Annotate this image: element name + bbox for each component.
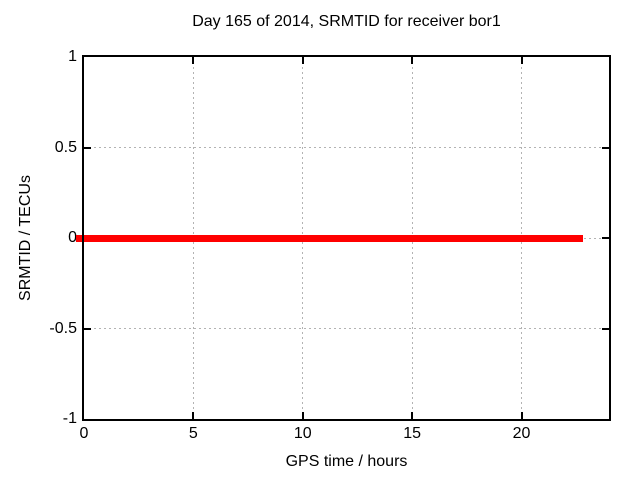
y-tick-left [84, 146, 91, 149]
y-tick-right [602, 327, 609, 330]
x-tick-label: 0 [79, 425, 89, 442]
x-tick-bottom [520, 412, 523, 419]
series-line [76, 234, 583, 242]
x-tick-label: 5 [188, 425, 198, 442]
y-tick-left [84, 327, 91, 330]
x-tick-top [520, 57, 523, 64]
x-tick-bottom [192, 412, 195, 419]
y-gridline [84, 147, 609, 148]
x-tick-top [192, 57, 195, 64]
x-tick-label: 10 [293, 425, 312, 442]
x-tick-label: 15 [403, 425, 422, 442]
y-tick-label: -1 [62, 410, 77, 427]
y-tick-right [602, 146, 609, 149]
y-tick-label: 0 [68, 229, 77, 246]
y-gridline [84, 328, 609, 329]
y-tick-label: -0.5 [49, 319, 77, 337]
x-tick-top [301, 57, 304, 64]
y-tick-right [602, 237, 609, 239]
x-axis-label: GPS time / hours [285, 453, 408, 470]
x-tick-bottom [301, 412, 304, 419]
chart-title: Day 165 of 2014, SRMTID for receiver bor… [192, 13, 501, 30]
x-tick-top [411, 57, 414, 64]
y-tick-label: 0.5 [54, 138, 77, 156]
x-tick-label: 20 [512, 425, 531, 442]
y-tick-label: 1 [68, 48, 77, 65]
x-tick-bottom [411, 412, 414, 419]
